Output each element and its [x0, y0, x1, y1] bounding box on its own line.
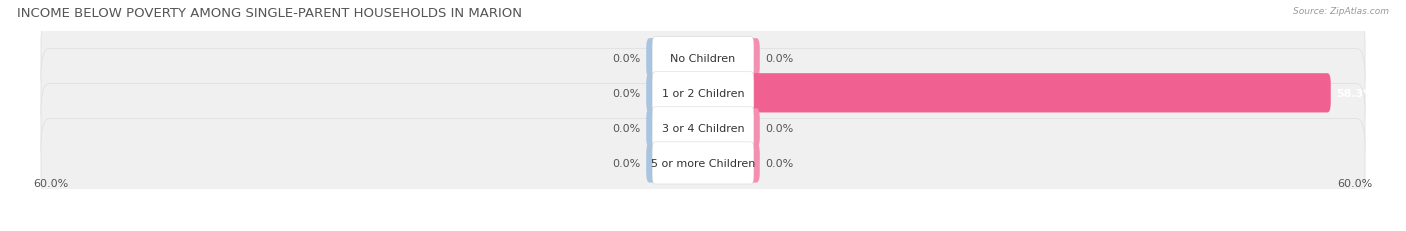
- Text: 0.0%: 0.0%: [613, 123, 641, 133]
- Text: 5 or more Children: 5 or more Children: [651, 158, 755, 168]
- FancyBboxPatch shape: [647, 74, 706, 113]
- Text: 58.3%: 58.3%: [1336, 88, 1375, 98]
- Text: 0.0%: 0.0%: [613, 158, 641, 168]
- FancyBboxPatch shape: [41, 84, 1365, 173]
- Text: 0.0%: 0.0%: [613, 88, 641, 98]
- FancyBboxPatch shape: [647, 39, 706, 78]
- FancyBboxPatch shape: [41, 49, 1365, 138]
- FancyBboxPatch shape: [41, 14, 1365, 103]
- FancyBboxPatch shape: [700, 109, 759, 148]
- Text: 0.0%: 0.0%: [765, 54, 793, 64]
- FancyBboxPatch shape: [652, 107, 754, 149]
- Text: Source: ZipAtlas.com: Source: ZipAtlas.com: [1294, 7, 1389, 16]
- Text: 3 or 4 Children: 3 or 4 Children: [662, 123, 744, 133]
- FancyBboxPatch shape: [652, 38, 754, 79]
- Text: 0.0%: 0.0%: [765, 123, 793, 133]
- FancyBboxPatch shape: [700, 39, 759, 78]
- Text: 60.0%: 60.0%: [34, 178, 69, 188]
- Text: No Children: No Children: [671, 54, 735, 64]
- Text: 0.0%: 0.0%: [765, 158, 793, 168]
- FancyBboxPatch shape: [647, 144, 706, 183]
- Text: 60.0%: 60.0%: [1337, 178, 1372, 188]
- FancyBboxPatch shape: [700, 144, 759, 183]
- Text: INCOME BELOW POVERTY AMONG SINGLE-PARENT HOUSEHOLDS IN MARION: INCOME BELOW POVERTY AMONG SINGLE-PARENT…: [17, 7, 522, 20]
- FancyBboxPatch shape: [41, 119, 1365, 208]
- FancyBboxPatch shape: [652, 73, 754, 114]
- Text: 0.0%: 0.0%: [613, 54, 641, 64]
- Text: 1 or 2 Children: 1 or 2 Children: [662, 88, 744, 98]
- FancyBboxPatch shape: [700, 74, 1330, 113]
- FancyBboxPatch shape: [652, 142, 754, 184]
- FancyBboxPatch shape: [647, 109, 706, 148]
